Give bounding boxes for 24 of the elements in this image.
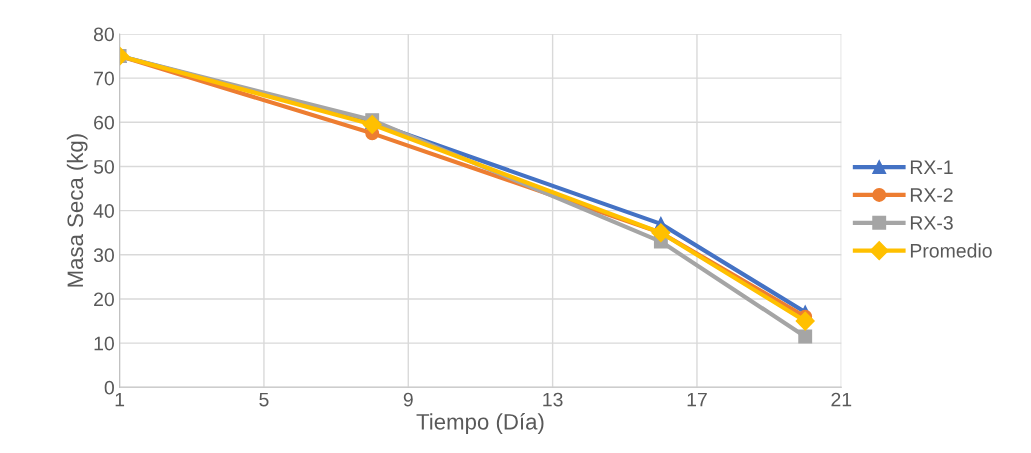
x-tick-label: 13: [543, 392, 563, 407]
y-tick-label: 80: [93, 27, 114, 42]
point: [362, 114, 382, 135]
y-tick-label: 30: [93, 248, 114, 263]
legend-label: Promedio: [910, 243, 992, 258]
legend-label: RX-2: [910, 188, 953, 202]
y-tick-label: 60: [94, 115, 114, 130]
x-tick-label: 17: [687, 392, 707, 407]
y-tick-label: 10: [94, 336, 114, 351]
x-tick-label: 5: [259, 392, 269, 407]
point: [795, 311, 815, 331]
x-tick-label: 21: [831, 392, 852, 407]
x-tick-label: 1: [115, 392, 125, 407]
x-tick-label: 9: [403, 392, 413, 407]
y-tick-label: 0: [104, 380, 114, 395]
x-axis-title: Tiempo (Día): [416, 413, 544, 435]
y-tick-label: 20: [94, 292, 114, 307]
y-tick-label: 70: [94, 71, 114, 86]
y-axis-title: Masa Seca (kg): [66, 134, 88, 287]
legend-label: RX-1: [910, 160, 953, 174]
y-tick-label: 40: [93, 204, 114, 218]
point: [798, 329, 813, 344]
legend-label: RX-3: [910, 216, 953, 230]
y-tick-label: 50: [93, 159, 114, 174]
